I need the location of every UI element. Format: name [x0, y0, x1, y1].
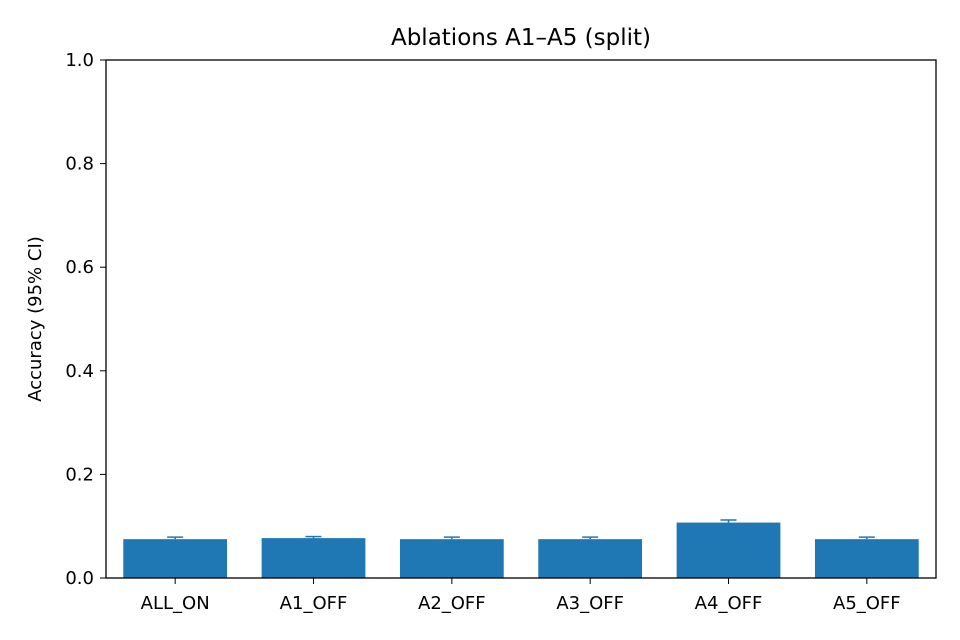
y-axis-label: Accuracy (95% CI) [25, 236, 46, 402]
bar-a1-off [261, 538, 366, 578]
y-tick-label: 0.8 [65, 154, 94, 175]
y-tick-label: 0.2 [65, 464, 94, 485]
y-tick-label: 0.4 [65, 361, 94, 382]
x-tick-label: A5_OFF [833, 593, 901, 614]
y-tick-label: 0.0 [65, 568, 94, 589]
bar-a5-off [814, 539, 919, 578]
bar-a3-off [538, 539, 643, 578]
x-tick-label: A1_OFF [280, 593, 348, 614]
x-tick-label: A2_OFF [418, 593, 486, 614]
chart-title: Ablations A1–A5 (split) [391, 25, 651, 51]
plot-area: ALL_ON A1_OFF A2_OFF A3_OFF A4_OFF A5_OFF 0.0 0… [65, 50, 937, 614]
x-tick-label: A3_OFF [556, 593, 624, 614]
bar-all-on [123, 539, 228, 578]
y-tick-label: 0.6 [65, 257, 94, 278]
x-tick-label: A4_OFF [695, 593, 763, 614]
y-tick-label: 1.0 [65, 50, 94, 71]
bar-a4-off [676, 522, 781, 578]
axes-frame [105, 59, 937, 579]
x-tick-label: ALL_ON [141, 593, 210, 614]
bar-a2-off [399, 539, 504, 578]
